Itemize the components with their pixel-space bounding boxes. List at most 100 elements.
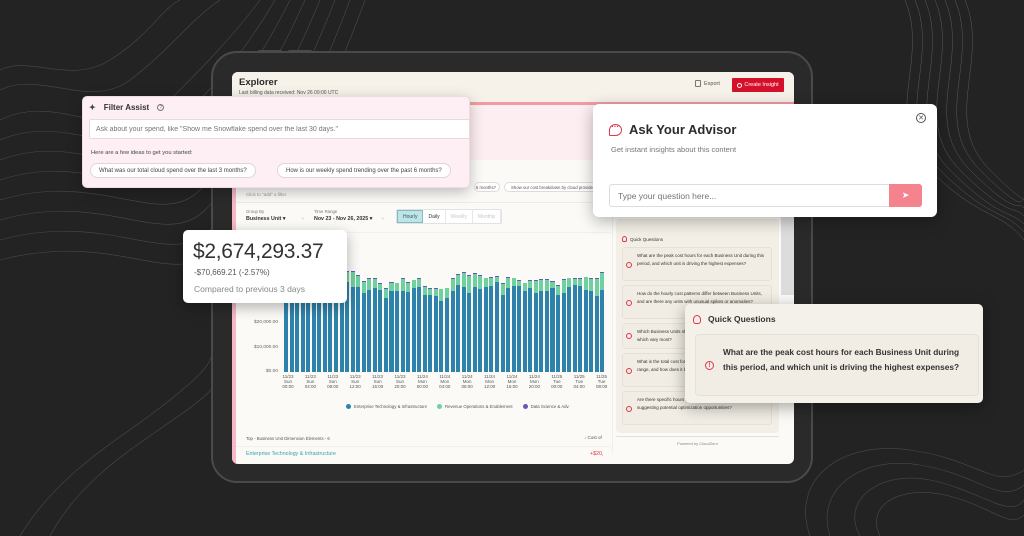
x-tick: 11/23 Sun 20:00 [394, 374, 406, 390]
export-button[interactable]: Export [695, 80, 720, 87]
chart-bar[interactable] [594, 278, 599, 372]
spend-delta: -$70,669.21 (-2.57%) [194, 268, 270, 277]
chart-bar[interactable] [361, 280, 366, 372]
close-icon[interactable]: ✕ [916, 113, 926, 123]
send-button[interactable]: ➤ [889, 184, 922, 207]
alert-icon: ! [705, 361, 714, 370]
chart-bar[interactable] [284, 282, 289, 372]
advisor-title: Ask Your Advisor [609, 120, 736, 137]
chart-bar[interactable] [389, 282, 394, 372]
chart-bar[interactable] [578, 278, 583, 372]
granularity-weekly[interactable]: Weekly [446, 210, 473, 223]
quick-question-item[interactable]: ! What are the peak cost hours for each … [695, 334, 979, 396]
chart-bar[interactable] [522, 282, 527, 372]
chart-bar[interactable] [428, 288, 433, 372]
chart-bar[interactable] [494, 275, 499, 372]
chart-bar[interactable] [411, 279, 416, 372]
alert-icon [626, 368, 632, 374]
chart-bar[interactable] [583, 276, 588, 372]
chart-bar[interactable] [378, 283, 383, 372]
chart-bar[interactable] [345, 271, 350, 372]
sort-button[interactable]: ↓ Cost of [584, 435, 602, 440]
quick-questions-heading: Quick Questions [622, 236, 663, 242]
powered-by-text: Powered by CloudZero [677, 441, 718, 446]
time-range-select[interactable]: Nov 23 - Nov 26, 2025 ▾ [314, 216, 373, 222]
last-billing-text: Last billing data received: Nov 26 09:00… [239, 90, 339, 96]
granularity-monthly[interactable]: Monthly [473, 210, 502, 223]
suggestion-chip[interactable]: 6 months? [474, 182, 500, 192]
chart-bar[interactable] [400, 278, 405, 372]
chart-bar[interactable] [483, 277, 488, 372]
chart-bar[interactable] [422, 286, 427, 372]
lightbulb-icon [622, 236, 627, 242]
chart-bar[interactable] [472, 273, 477, 372]
chart-bar[interactable] [478, 274, 483, 372]
chart-bar[interactable] [456, 273, 461, 372]
chart-bar[interactable] [433, 288, 438, 372]
chart-bar[interactable] [506, 276, 511, 372]
x-tick: 11/23 Sun 16:00 [371, 374, 384, 390]
legend-item[interactable]: Revenue Operations & Enablement [437, 404, 513, 409]
chart-bar[interactable] [511, 277, 516, 372]
legend-item[interactable]: Enterprise Technology & Infrastructure [346, 404, 427, 409]
granularity-toggle: Hourly Daily Weekly Monthly [396, 209, 503, 224]
next-range-button[interactable]: › [382, 216, 384, 222]
ask-advisor-popup: Ask Your Advisor ✕ Get instant insights … [593, 104, 937, 217]
x-tick: 11/23 Sun 08:00 [327, 374, 339, 390]
granularity-daily[interactable]: Daily [423, 210, 446, 223]
x-tick: 11/25 Tue 08:00 [595, 374, 608, 390]
chart-bar[interactable] [356, 274, 361, 372]
chart-bar[interactable] [372, 278, 377, 372]
suggestion-chip[interactable]: What was our total cloud spend over the … [90, 163, 256, 178]
chart-bar[interactable] [517, 279, 522, 372]
suggestion-chip[interactable]: Show our cost breakdown by cloud provide… [504, 182, 602, 192]
scrollbar[interactable] [781, 215, 794, 295]
legend-item[interactable]: Data Science & Advanced Analytics [522, 404, 569, 409]
filter-assist-input[interactable] [89, 119, 470, 139]
chart-bar[interactable] [561, 279, 566, 372]
chart-bar[interactable] [439, 288, 444, 372]
chart-bar[interactable] [467, 274, 472, 372]
advisor-question-input[interactable] [609, 184, 889, 207]
chart-bar[interactable] [567, 277, 572, 372]
table-header: Top - Business Unit Dimension Elements -… [246, 436, 330, 441]
chart-bar[interactable] [544, 279, 549, 372]
chart-bar[interactable] [350, 271, 355, 372]
create-insight-button[interactable]: Create Insight [732, 78, 784, 92]
table-row-name[interactable]: Enterprise Technology & Infrastructure [246, 451, 336, 457]
chart-bar[interactable] [445, 287, 450, 372]
chart-bar[interactable] [489, 276, 494, 372]
chart-bar[interactable] [383, 288, 388, 372]
prev-range-button[interactable]: ‹ [302, 216, 304, 222]
magic-wand-icon: ✦ [89, 103, 96, 112]
chart-bar[interactable] [500, 282, 505, 372]
chart-bar[interactable] [556, 284, 561, 372]
chart-bar[interactable] [461, 271, 466, 372]
export-icon [695, 80, 701, 87]
granularity-hourly[interactable]: Hourly [397, 210, 424, 223]
chart-bar[interactable] [367, 278, 372, 372]
chart-bar[interactable] [528, 280, 533, 372]
chart-bar[interactable] [539, 279, 544, 372]
total-spend-card: $2,674,293.37 -$70,669.21 (-2.57%) Compa… [183, 230, 347, 303]
add-filter-hint[interactable]: Click to "add" a filter [246, 192, 287, 197]
group-by-select[interactable]: Business Unit ▾ [246, 216, 286, 222]
chart-bar[interactable] [589, 278, 594, 372]
legend-dot-icon [437, 404, 443, 409]
chart-bar[interactable] [450, 278, 455, 372]
quick-question-item[interactable]: What are the peak cost hours for each Bu… [622, 247, 772, 281]
chart-bar[interactable] [550, 281, 555, 372]
paper-plane-icon: ➤ [901, 190, 910, 200]
chart-bar[interactable] [533, 280, 538, 372]
chart-bar[interactable] [600, 272, 605, 372]
chart-bar[interactable] [395, 282, 400, 372]
chart-bar[interactable] [406, 282, 411, 372]
chart-bar[interactable] [417, 278, 422, 372]
suggestion-chip[interactable]: How is our weekly spend trending over th… [277, 163, 451, 178]
create-insight-label: Create Insight [744, 82, 779, 88]
alert-icon [626, 262, 632, 268]
divider [236, 202, 611, 203]
quick-questions-popup: Quick Questions ! What are the peak cost… [685, 304, 983, 403]
help-icon[interactable]: ? [157, 104, 165, 111]
chart-bar[interactable] [572, 278, 577, 372]
